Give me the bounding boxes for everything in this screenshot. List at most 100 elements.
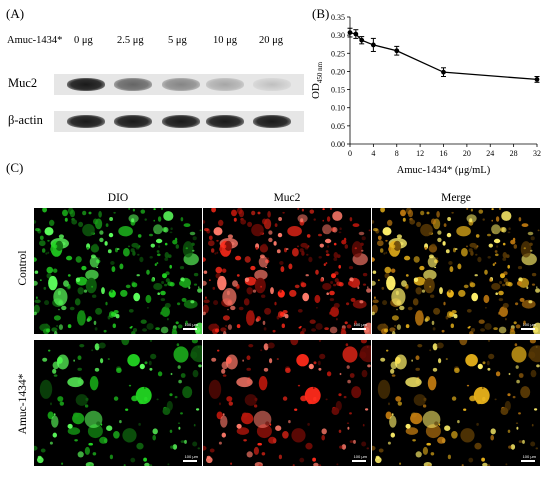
cell-cluster bbox=[318, 233, 322, 237]
cell-cluster bbox=[180, 278, 184, 281]
cell-cluster bbox=[299, 457, 305, 463]
cell-cluster bbox=[517, 266, 523, 270]
cell-cluster bbox=[128, 245, 130, 248]
cell-cluster bbox=[222, 315, 230, 321]
cell-cluster bbox=[67, 423, 73, 429]
cell-cluster bbox=[153, 208, 156, 211]
cell-cluster bbox=[448, 289, 451, 293]
cell-cluster bbox=[349, 217, 353, 222]
cell-cluster bbox=[518, 440, 523, 443]
cell-cluster bbox=[216, 239, 219, 242]
cell-cluster bbox=[100, 423, 103, 426]
cell-cluster bbox=[382, 227, 392, 236]
scale-bar-label: 100 μm bbox=[184, 322, 198, 327]
cell-cluster bbox=[99, 230, 104, 235]
cell-cluster bbox=[221, 432, 226, 438]
cell-cluster bbox=[155, 238, 163, 244]
cell-cluster bbox=[333, 302, 340, 309]
cell-cluster bbox=[116, 367, 122, 373]
cell-cluster bbox=[250, 265, 256, 271]
cell-cluster bbox=[360, 340, 367, 344]
cell-cluster bbox=[482, 361, 486, 365]
cell-cluster bbox=[515, 302, 519, 306]
cell-cluster bbox=[347, 379, 351, 384]
cell-cluster bbox=[107, 358, 110, 360]
cell-cluster bbox=[422, 410, 441, 428]
cell-cluster bbox=[350, 297, 356, 302]
cell-cluster bbox=[316, 307, 318, 309]
cell-cluster bbox=[395, 396, 402, 402]
cell-cluster bbox=[399, 305, 405, 311]
cell-cluster bbox=[333, 283, 336, 287]
blot-row-label-actin: β-actin bbox=[8, 113, 43, 127]
cell-cluster bbox=[297, 245, 299, 248]
cell-cluster bbox=[513, 321, 517, 325]
cell-cluster bbox=[390, 368, 395, 374]
cell-cluster bbox=[82, 223, 95, 237]
cell-cluster bbox=[149, 464, 153, 466]
cell-cluster bbox=[244, 394, 257, 406]
cell-cluster bbox=[528, 345, 540, 363]
cell-cluster bbox=[113, 431, 120, 439]
cell-cluster bbox=[336, 318, 338, 321]
cell-cluster bbox=[46, 328, 51, 333]
cell-cluster bbox=[274, 301, 277, 306]
cell-cluster bbox=[268, 237, 273, 243]
cell-cluster bbox=[48, 349, 51, 352]
cell-cluster bbox=[97, 257, 101, 260]
cell-cluster bbox=[96, 266, 99, 269]
cell-cluster bbox=[474, 274, 478, 277]
cell-cluster bbox=[510, 327, 515, 333]
cell-cluster bbox=[272, 329, 276, 333]
cell-cluster bbox=[127, 354, 140, 367]
cell-cluster bbox=[180, 440, 185, 443]
cell-cluster bbox=[72, 412, 85, 425]
cell-cluster bbox=[331, 273, 336, 279]
cell-cluster bbox=[49, 441, 53, 445]
cell-cluster bbox=[93, 320, 97, 325]
cell-cluster bbox=[372, 220, 375, 224]
cell-cluster bbox=[389, 327, 396, 332]
cell-cluster bbox=[253, 410, 272, 428]
cell-cluster bbox=[480, 328, 486, 332]
cell-cluster bbox=[125, 408, 129, 411]
cell-cluster bbox=[322, 219, 324, 222]
cell-cluster bbox=[427, 256, 438, 268]
cell-cluster bbox=[313, 218, 316, 221]
cell-cluster bbox=[510, 444, 516, 450]
x-tick-label: 16 bbox=[440, 149, 448, 158]
cell-cluster bbox=[177, 302, 181, 306]
cell-cluster bbox=[197, 447, 201, 450]
cell-cluster bbox=[491, 283, 501, 290]
cell-cluster bbox=[119, 263, 124, 270]
cell-cluster bbox=[160, 298, 166, 302]
cell-cluster bbox=[338, 282, 344, 287]
cell-cluster bbox=[473, 386, 490, 405]
cell-cluster bbox=[368, 229, 371, 232]
cell-cluster bbox=[487, 464, 491, 466]
cell-cluster bbox=[445, 358, 448, 360]
cell-cluster bbox=[391, 315, 399, 321]
cell-cluster bbox=[431, 320, 435, 325]
cell-cluster bbox=[263, 327, 267, 331]
cell-cluster bbox=[144, 218, 147, 221]
cell-cluster bbox=[276, 249, 281, 254]
cell-cluster bbox=[113, 310, 119, 314]
cell-cluster bbox=[241, 412, 254, 425]
cell-cluster bbox=[87, 316, 92, 322]
cell-cluster bbox=[153, 283, 163, 290]
cell-cluster bbox=[34, 304, 40, 314]
data-point bbox=[353, 31, 359, 37]
cell-cluster bbox=[405, 324, 410, 329]
cell-cluster bbox=[209, 448, 215, 453]
cell-cluster bbox=[494, 262, 497, 265]
cell-cluster bbox=[215, 266, 223, 274]
cell-cluster bbox=[184, 439, 187, 444]
cell-cluster bbox=[34, 311, 37, 316]
cell-cluster bbox=[258, 464, 262, 466]
cell-cluster bbox=[413, 277, 419, 283]
cell-cluster bbox=[137, 253, 140, 256]
cell-cluster bbox=[477, 363, 483, 370]
cell-cluster bbox=[471, 292, 479, 302]
cell-cluster bbox=[196, 408, 200, 411]
